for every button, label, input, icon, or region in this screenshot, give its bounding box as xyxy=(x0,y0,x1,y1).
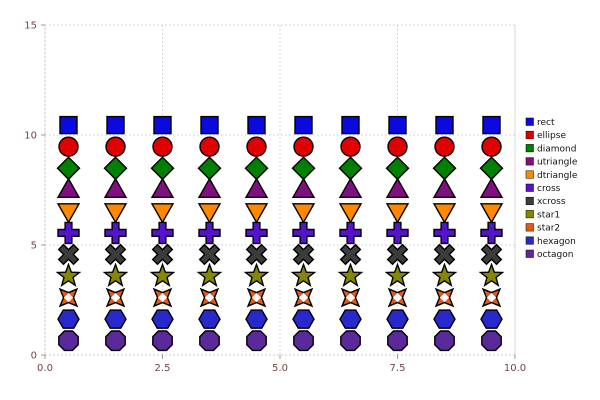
series-hexagon xyxy=(57,309,503,329)
legend-label: diamond xyxy=(537,144,576,154)
tick-marks xyxy=(41,24,516,359)
legend-item-hexagon: hexagon xyxy=(525,236,576,247)
legend-label: rect xyxy=(537,118,555,128)
legend-item-rect: rect xyxy=(525,117,555,128)
y-tick-label: 0 xyxy=(31,351,37,362)
series-cross xyxy=(57,221,503,245)
series-ellipse xyxy=(58,136,502,157)
series-rect xyxy=(59,115,501,135)
legend-label: octagon xyxy=(537,250,573,260)
x-tick-label: 5.0 xyxy=(272,363,288,374)
legend-label: dtriangle xyxy=(537,171,578,181)
legend-label: xcross xyxy=(537,197,566,207)
legend-item-utriangle: utriangle xyxy=(525,157,578,168)
legend-swatch-dtriangle xyxy=(525,170,534,179)
x-tick-label: 2.5 xyxy=(155,363,171,374)
x-tick-label: 10.0 xyxy=(504,363,526,374)
legend-swatch-diamond xyxy=(525,144,534,153)
legend-item-star2: star2 xyxy=(525,223,560,234)
legend-label: star2 xyxy=(537,224,560,234)
legend-swatch-ellipse xyxy=(525,130,534,139)
legend-swatch-cross xyxy=(525,183,534,192)
legend-item-star1: star1 xyxy=(525,210,560,220)
legend-swatch-utriangle xyxy=(525,157,534,166)
legend-swatch-rect xyxy=(525,117,534,126)
series-utriangle xyxy=(56,177,504,198)
legend-label: cross xyxy=(537,184,561,194)
x-tick-label: 0.0 xyxy=(37,363,53,374)
y-tick-label: 5 xyxy=(31,241,37,252)
legend-label: ellipse xyxy=(537,131,566,141)
legend-label: hexagon xyxy=(537,237,576,247)
series-octagon xyxy=(58,330,502,352)
legend-swatch-hexagon xyxy=(525,236,534,245)
series-xcross xyxy=(57,243,503,266)
series-star2 xyxy=(58,287,502,308)
series-diamond xyxy=(56,156,504,181)
legend-item-dtriangle: dtriangle xyxy=(525,170,578,181)
x-tick-label: 7.5 xyxy=(390,363,406,374)
y-tick-labels: 0 5 10 15 xyxy=(24,21,37,362)
series-dtriangle xyxy=(56,203,504,224)
legend-item-xcross: xcross xyxy=(525,196,566,207)
legend-label: utriangle xyxy=(537,158,578,168)
legend-swatch-star1 xyxy=(525,210,534,219)
legend-item-diamond: diamond xyxy=(525,144,576,154)
legend-swatch-star2 xyxy=(525,223,534,232)
y-tick-label: 10 xyxy=(24,131,37,142)
legend-swatch-octagon xyxy=(525,249,534,258)
y-tick-label: 15 xyxy=(24,21,37,32)
series-star1 xyxy=(55,262,505,287)
legend-item-cross: cross xyxy=(525,183,561,194)
legend: rect ellipse diamond utriangle dtriangle cros… xyxy=(525,117,578,260)
x-tick-labels: 0.0 2.5 5.0 7.5 10.0 xyxy=(37,363,526,374)
legend-item-ellipse: ellipse xyxy=(525,130,566,141)
legend-label: star1 xyxy=(537,210,560,220)
legend-item-octagon: octagon xyxy=(525,249,573,260)
legend-swatch-xcross xyxy=(525,196,534,205)
